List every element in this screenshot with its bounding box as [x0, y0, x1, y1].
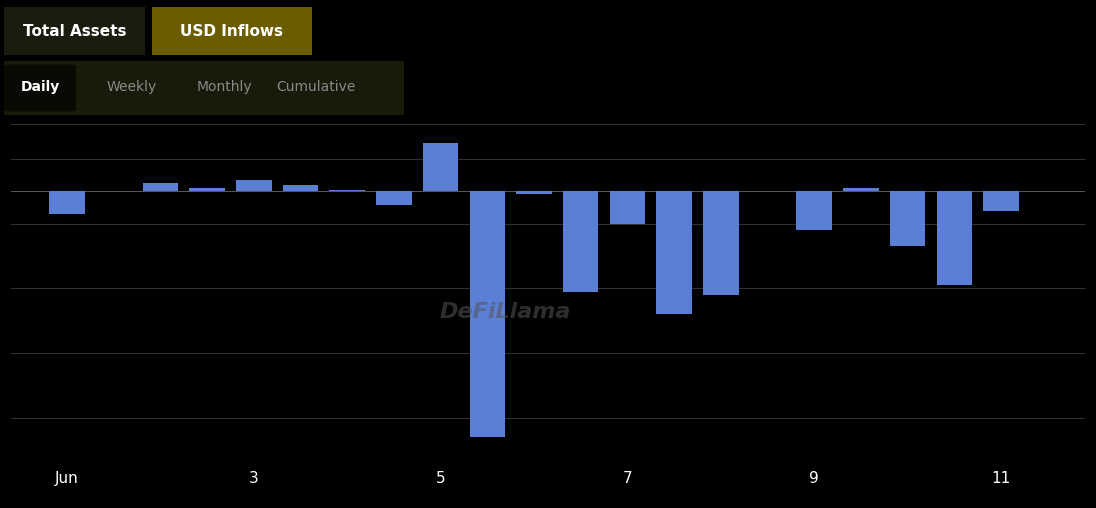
Text: Cumulative: Cumulative	[276, 80, 356, 94]
Bar	[283, 185, 318, 191]
Text: Total Assets: Total Assets	[23, 23, 126, 39]
Bar	[657, 191, 692, 314]
Text: USD Inflows: USD Inflows	[181, 23, 284, 39]
Bar	[843, 188, 879, 191]
Text: Daily: Daily	[21, 80, 59, 94]
Bar	[190, 188, 225, 191]
Bar	[890, 191, 925, 246]
Bar	[330, 190, 365, 191]
Text: Monthly: Monthly	[196, 80, 252, 94]
Bar	[376, 191, 412, 205]
Bar	[516, 191, 551, 194]
Bar	[49, 191, 84, 214]
Bar	[609, 191, 646, 224]
Bar	[983, 191, 1018, 211]
Bar	[236, 179, 272, 191]
Bar	[703, 191, 739, 295]
Text: Weekly: Weekly	[107, 80, 157, 94]
Bar	[797, 191, 832, 230]
Bar	[937, 191, 972, 285]
Bar	[563, 191, 598, 292]
Bar	[469, 191, 505, 437]
FancyBboxPatch shape	[4, 65, 76, 111]
Text: DeFiLlama: DeFiLlama	[439, 302, 571, 322]
Bar	[423, 143, 458, 191]
Bar	[142, 183, 179, 191]
